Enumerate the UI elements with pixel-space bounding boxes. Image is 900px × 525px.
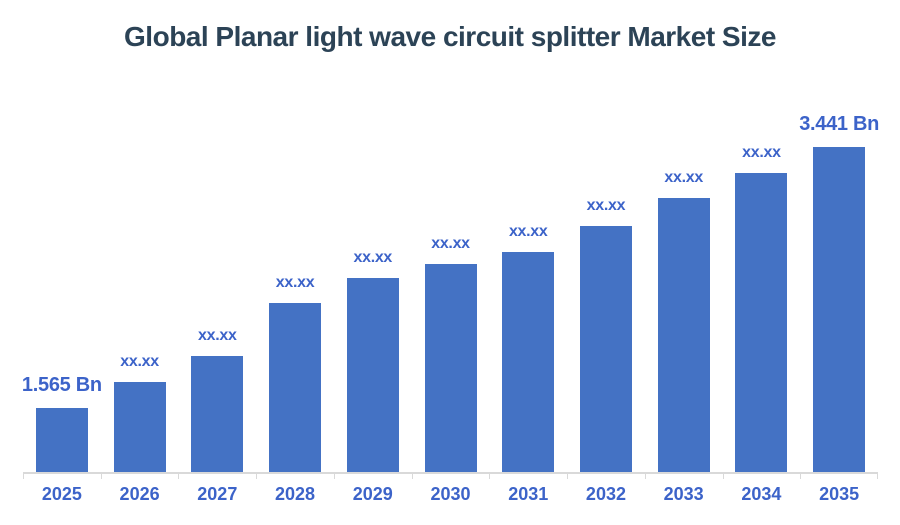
bar-2035 <box>813 147 866 472</box>
bar-value-label-2025: 1.565 Bn <box>21 374 102 396</box>
x-axis-tick <box>489 472 491 479</box>
bar-value-label-2035: 3.441 Bn <box>799 113 880 135</box>
bar-value-label-2029: xx.xx <box>353 249 393 266</box>
x-axis-label-2031: 2031 <box>508 484 549 504</box>
x-axis-label-2027: 2027 <box>197 484 238 504</box>
bar-value-label-2032: xx.xx <box>586 197 626 214</box>
bar-2025 <box>35 408 88 472</box>
x-axis-tick <box>644 472 646 479</box>
x-axis-labels: 2025 2026 2027 2028 2029 2030 2031 2032 2033 2034… <box>23 484 878 508</box>
x-axis-label-2034: 2034 <box>741 484 782 504</box>
bar-2033 <box>657 198 710 472</box>
bar-2028 <box>269 303 322 472</box>
x-axis-tick <box>722 472 724 479</box>
x-axis-line <box>23 472 878 474</box>
bar-2027 <box>191 356 244 472</box>
plot-area: 1.565 Bn xx.xx xx.xx xx.xx xx.xx xx.xx xx.xx xx… <box>21 0 880 525</box>
x-axis-tick <box>333 472 335 479</box>
x-axis-tick <box>567 472 569 479</box>
x-axis-label-2028: 2028 <box>275 484 316 504</box>
bar-2030 <box>424 264 477 472</box>
x-axis-label-2029: 2029 <box>352 484 393 504</box>
x-axis-label-2030: 2030 <box>430 484 471 504</box>
bar-2029 <box>346 278 399 472</box>
bar-value-label-2026: xx.xx <box>120 353 159 370</box>
x-axis-label-2033: 2033 <box>663 484 704 504</box>
x-axis-tick <box>100 472 102 479</box>
bar-2026 <box>113 382 166 472</box>
x-axis-ticks <box>23 472 878 480</box>
x-axis-tick <box>800 472 802 479</box>
x-axis-tick <box>877 472 878 479</box>
bar-value-label-2030: xx.xx <box>431 235 470 252</box>
bar-value-label-2034: xx.xx <box>742 144 781 161</box>
x-axis-tick <box>178 472 180 479</box>
chart-title: Global Planar light wave circuit splitte… <box>124 21 776 52</box>
x-axis-label-2026: 2026 <box>119 484 160 504</box>
bars-layer: 1.565 Bn xx.xx xx.xx xx.xx xx.xx xx.xx xx.xx xx… <box>21 0 880 472</box>
x-axis-tick <box>411 472 413 479</box>
bar-value-label-2031: xx.xx <box>508 223 548 240</box>
x-axis-tick <box>256 472 258 479</box>
bar-2034 <box>735 173 788 472</box>
bar-value-label-2033: xx.xx <box>664 169 703 186</box>
bar-2031 <box>502 252 555 472</box>
bar-value-label-2027: xx.xx <box>198 327 237 344</box>
x-axis-label-2035: 2035 <box>819 484 860 504</box>
bar-value-label-2028: xx.xx <box>275 274 315 291</box>
x-axis-tick <box>23 472 24 479</box>
x-axis-label-2032: 2032 <box>585 484 626 504</box>
x-axis-label-2025: 2025 <box>41 484 82 504</box>
bar-2032 <box>579 226 632 472</box>
